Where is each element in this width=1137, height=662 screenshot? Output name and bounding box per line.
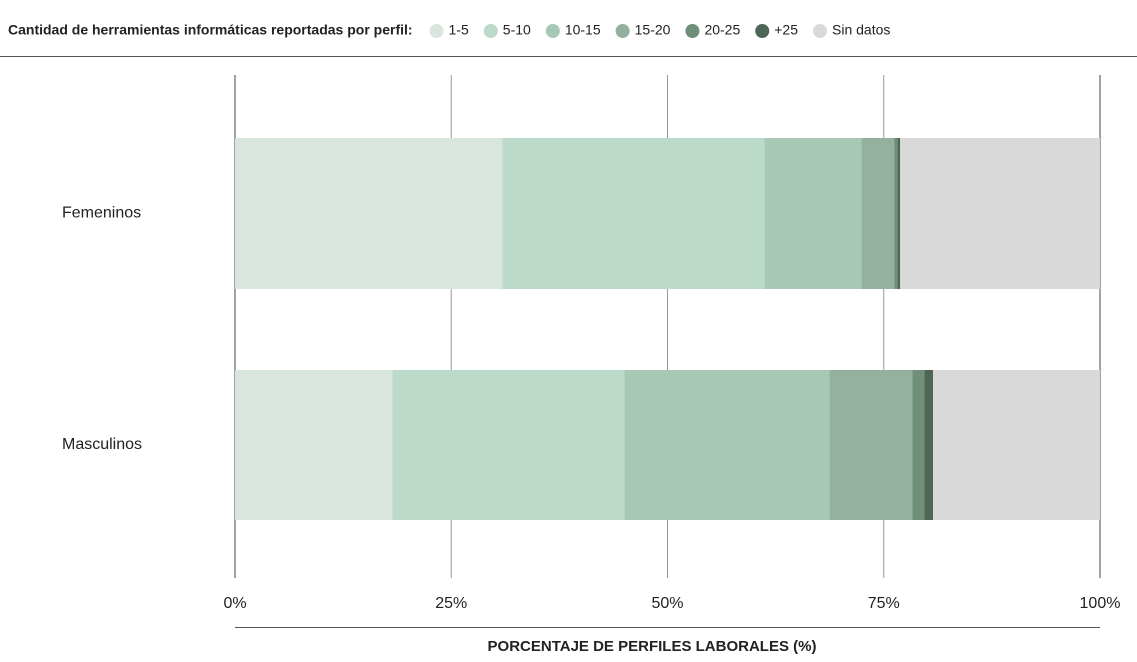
legend-swatch xyxy=(429,24,444,38)
x-tick-label: 100% xyxy=(1080,595,1121,612)
y-tick-label: Femeninos xyxy=(62,205,141,222)
legend-label: 1-5 xyxy=(449,22,469,38)
bar-segment xyxy=(900,138,1100,289)
legend-swatch xyxy=(755,24,770,38)
bar-segment xyxy=(861,138,895,289)
bar-segment xyxy=(235,138,503,289)
legend-swatch xyxy=(813,24,827,38)
x-tick-label: 25% xyxy=(435,595,467,612)
legend-label: 10-15 xyxy=(565,22,601,38)
bar-segment xyxy=(235,370,393,520)
x-axis-title: PORCENTAJE DE PERFILES LABORALES (%) xyxy=(488,638,817,655)
bar-segment xyxy=(829,370,913,520)
y-tick-label: Masculinos xyxy=(62,436,142,453)
bar-segment xyxy=(392,370,625,520)
legend-label: 20-25 xyxy=(704,22,740,38)
bar-segment xyxy=(912,370,925,520)
legend-label: Sin datos xyxy=(832,22,890,38)
bar-segment xyxy=(764,138,862,289)
bar-segment xyxy=(933,370,1100,520)
legend-label: +25 xyxy=(774,22,798,38)
legend-swatch xyxy=(615,24,630,38)
bar-segment xyxy=(924,370,934,520)
x-tick-label: 50% xyxy=(651,595,683,612)
bar-segment xyxy=(624,370,830,520)
bar-segment xyxy=(897,138,901,289)
x-tick-label: 75% xyxy=(868,595,900,612)
bar-segment xyxy=(894,138,898,289)
legend-title: Cantidad de herramientas informáticas re… xyxy=(8,22,413,38)
legend-swatch xyxy=(545,24,560,38)
legend-label: 5-10 xyxy=(503,22,531,38)
x-tick-label: 0% xyxy=(223,595,246,612)
legend-swatch xyxy=(685,24,700,38)
legend-swatch xyxy=(483,24,498,38)
legend-label: 15-20 xyxy=(635,22,671,38)
bar-segment xyxy=(502,138,765,289)
